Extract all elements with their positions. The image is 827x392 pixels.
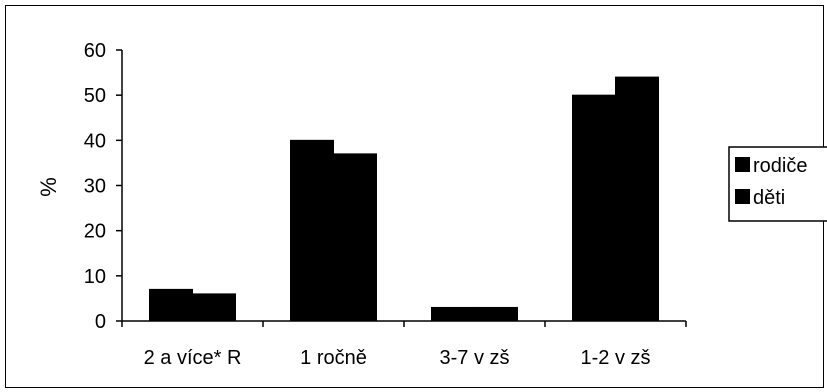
legend-swatch [735,157,750,172]
y-tick-label: 20 [84,221,106,243]
bars-group [149,76,659,322]
y-axis-ticks: 0 10 20 30 40 50 60 [84,40,122,333]
bar-series-1 [290,139,334,322]
bar-series-1 [149,288,193,322]
y-tick-label: 0 [95,311,106,333]
legend-label: rodiče [753,155,807,177]
legend-box [728,146,827,222]
bar-series-2 [615,76,659,322]
legend-swatch [735,189,750,204]
x-category-label: 3-7 v zš [439,347,509,369]
y-tick-label: 50 [84,85,106,107]
y-tick-label: 10 [84,266,106,288]
bar-series-1 [572,94,616,322]
bar-series-2 [474,306,518,322]
x-category-label: 1-2 v zš [580,347,650,369]
legend-label: děti [753,187,785,209]
bar-series-2 [192,293,236,322]
x-category-label: 2 a více* R [144,347,242,369]
x-axis-labels: 2 a více* R 1 ročně 3-7 v zš 1-2 v zš [121,321,687,369]
y-tick-label: 40 [84,130,106,152]
bar-series-1 [431,306,475,322]
y-tick-label: 60 [84,40,106,62]
bar-series-2 [333,153,377,322]
chart-frame [5,5,824,388]
x-category-label: 1 ročně [300,347,367,369]
y-axis-title: % [36,177,61,197]
y-tick-label: 30 [84,176,106,198]
legend: rodiče děti [728,146,827,222]
